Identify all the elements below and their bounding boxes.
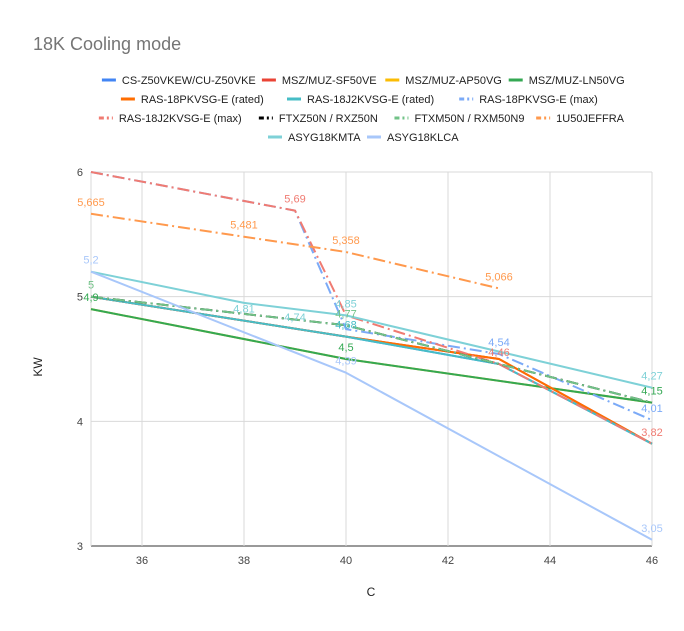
y-tick-label: 4 <box>77 416 83 428</box>
x-tick-label: 36 <box>136 555 148 567</box>
data-label: 3,05 <box>641 523 662 535</box>
data-label: 4,74 <box>284 312 305 324</box>
data-label: 5,2 <box>83 255 98 267</box>
legend-label: RAS-18PKVSG-E (rated) <box>141 94 264 106</box>
data-label: 5,358 <box>332 235 360 247</box>
legend-item[interactable]: RAS-18PKVSG-E (rated) <box>120 94 264 106</box>
legend: CS-Z50VKEW/CU-Z50VKE MSZ/MUZ-SF50VE MSZ/MU… <box>98 75 625 144</box>
legend-label: FTXM50N / RXM50N9 <box>414 113 524 125</box>
legend-label: MSZ/MUZ-LN50VG <box>529 75 625 87</box>
legend-item[interactable]: CS-Z50VKEW/CU-Z50VKE <box>101 75 256 87</box>
gridlines <box>90 171 653 547</box>
data-label: 5,69 <box>284 194 305 206</box>
legend-item[interactable]: FTXZ50N / RXZ50N <box>258 113 378 125</box>
series-line-10 <box>90 212 500 290</box>
x-tick-label: 40 <box>340 555 352 567</box>
series-lines <box>90 171 653 541</box>
legend-item[interactable]: MSZ/MUZ-LN50VG <box>508 75 625 87</box>
y-tick-label: 5 <box>77 292 83 304</box>
legend-label: ASYG18KMTA <box>288 132 361 144</box>
y-axis-label: KW <box>31 357 45 377</box>
x-tick-label: 38 <box>238 555 250 567</box>
y-tick-label: 3 <box>77 541 83 553</box>
data-label: 4,27 <box>641 371 662 383</box>
x-tick-label: 42 <box>442 555 454 567</box>
legend-item[interactable]: FTXM50N / RXM50N9 <box>394 113 524 125</box>
x-tick-label: 46 <box>646 555 658 567</box>
x-axis-label: C <box>367 585 376 599</box>
series-line-7 <box>90 171 653 445</box>
legend-item[interactable]: MSZ/MUZ-AP50VG <box>385 75 502 87</box>
data-label: 4,54 <box>488 337 509 349</box>
data-label: 4,5 <box>338 342 353 354</box>
series-line-5 <box>90 295 653 445</box>
legend-label: MSZ/MUZ-SF50VE <box>282 75 377 87</box>
legend-label: RAS-18J2KVSG-E (rated) <box>307 94 434 106</box>
legend-label: 1U50JEFFRA <box>556 113 625 125</box>
legend-item[interactable]: ASYG18KMTA <box>268 132 361 144</box>
legend-item[interactable]: ASYG18KLCA <box>367 132 459 144</box>
legend-label: RAS-18PKVSG-E (max) <box>479 94 598 106</box>
series-line-2 <box>90 308 653 404</box>
data-label: 4,39 <box>335 356 356 368</box>
series-line-12 <box>90 270 653 541</box>
data-label: 5,665 <box>77 197 105 209</box>
data-label: 4,68 <box>335 320 356 332</box>
data-labels: 4,9 4,5 4,15 4,68 4,54 4,01 5,69 4,46 3,82 5 4,77 5… <box>77 194 662 535</box>
legend-item[interactable]: RAS-18PKVSG-E (max) <box>459 94 598 106</box>
series-line-3 <box>90 308 653 404</box>
legend-label: MSZ/MUZ-AP50VG <box>405 75 502 87</box>
y-tick-label: 6 <box>77 167 83 179</box>
legend-label: ASYG18KLCA <box>387 132 459 144</box>
series-line-11 <box>90 270 653 389</box>
data-label: 4,01 <box>641 403 662 415</box>
data-label: 5 <box>88 280 94 292</box>
data-label: 3,82 <box>641 427 662 439</box>
data-label: 4,46 <box>488 347 509 359</box>
data-label: 4,15 <box>641 386 662 398</box>
legend-item[interactable]: 1U50JEFFRA <box>536 113 625 125</box>
legend-label: RAS-18J2KVSG-E (max) <box>119 113 242 125</box>
data-label: 4,77 <box>335 308 356 320</box>
legend-item[interactable]: RAS-18J2KVSG-E (rated) <box>287 94 434 106</box>
legend-item[interactable]: RAS-18J2KVSG-E (max) <box>98 113 242 125</box>
y-axis-ticks: 3 4 5 6 <box>77 167 83 553</box>
legend-item[interactable]: MSZ/MUZ-SF50VE <box>261 75 377 87</box>
data-label: 5,481 <box>230 220 258 232</box>
series-line-9 <box>90 295 653 404</box>
x-tick-label: 44 <box>544 555 556 567</box>
data-label: 4,85 <box>335 298 356 310</box>
data-label: 5,066 <box>485 271 513 283</box>
series-line-6 <box>90 171 653 422</box>
data-label: 4,9 <box>83 292 98 304</box>
data-label: 4,81 <box>233 303 254 315</box>
legend-label: FTXZ50N / RXZ50N <box>279 113 378 125</box>
x-axis-ticks: 36 38 40 42 44 46 <box>136 555 658 567</box>
legend-label: CS-Z50VKEW/CU-Z50VKE <box>122 75 256 87</box>
chart-title: 18K Cooling mode <box>33 34 181 54</box>
